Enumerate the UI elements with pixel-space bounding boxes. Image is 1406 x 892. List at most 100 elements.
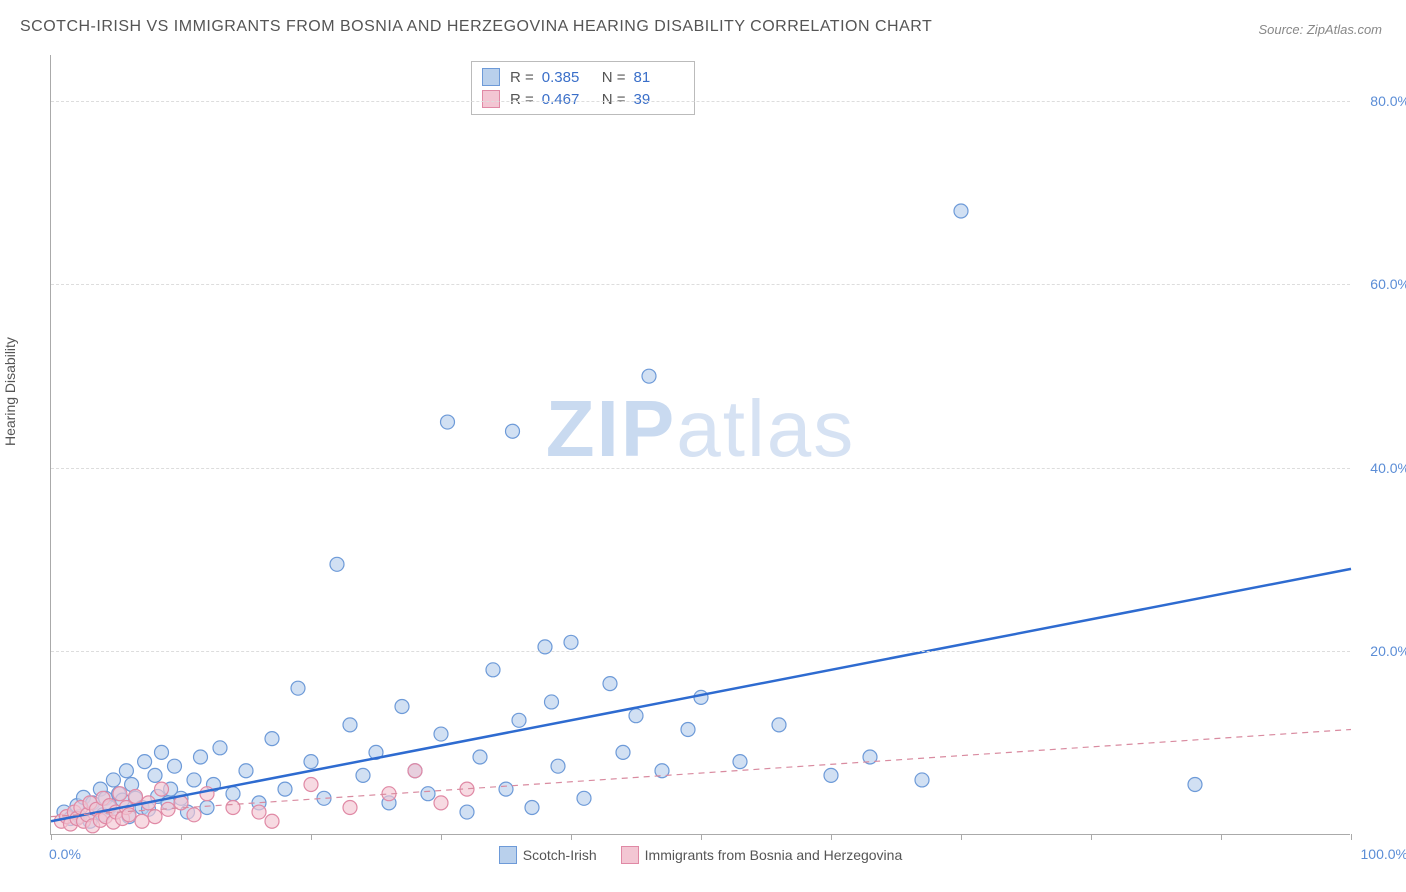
scatter-point — [106, 773, 120, 787]
scatter-point — [278, 782, 292, 796]
trend-line — [51, 569, 1351, 821]
scatter-point — [304, 778, 318, 792]
scatter-point — [642, 369, 656, 383]
scatter-point — [460, 805, 474, 819]
scatter-point — [545, 695, 559, 709]
scatter-point — [226, 800, 240, 814]
scatter-point — [138, 755, 152, 769]
x-tick — [1091, 834, 1092, 840]
scatter-point — [733, 755, 747, 769]
scatter-point — [577, 791, 591, 805]
scatter-point — [122, 808, 136, 822]
legend-item: Immigrants from Bosnia and Herzegovina — [621, 846, 903, 864]
x-tick — [1351, 834, 1352, 840]
scatter-point — [343, 800, 357, 814]
scatter-point — [239, 764, 253, 778]
scatter-point — [395, 700, 409, 714]
x-tick — [571, 834, 572, 840]
stat-swatch — [482, 90, 500, 108]
scatter-point — [629, 709, 643, 723]
scatter-point — [200, 800, 214, 814]
scatter-point — [1188, 778, 1202, 792]
gridline — [51, 284, 1350, 285]
scatter-point — [135, 814, 149, 828]
scatter-point — [148, 768, 162, 782]
stat-n-label: N = — [602, 91, 626, 108]
scatter-point — [356, 768, 370, 782]
scatter-point — [512, 713, 526, 727]
legend-swatch — [621, 846, 639, 864]
scatter-point — [603, 677, 617, 691]
stat-n-value: 81 — [634, 69, 684, 86]
x-tick — [441, 834, 442, 840]
scatter-point — [226, 787, 240, 801]
scatter-point — [187, 773, 201, 787]
scatter-point — [129, 789, 143, 803]
scatter-point — [525, 800, 539, 814]
legend-label: Immigrants from Bosnia and Herzegovina — [645, 847, 903, 863]
gridline — [51, 651, 1350, 652]
x-tick-right: 100.0% — [1361, 846, 1406, 862]
stat-r-label: R = — [510, 69, 534, 86]
stat-r-label: R = — [510, 91, 534, 108]
scatter-point — [434, 727, 448, 741]
legend-swatch — [499, 846, 517, 864]
legend-label: Scotch-Irish — [523, 847, 597, 863]
x-tick — [181, 834, 182, 840]
source-label: Source: ZipAtlas.com — [1258, 22, 1382, 37]
scatter-point — [772, 718, 786, 732]
stat-swatch — [482, 68, 500, 86]
y-tick-label: 60.0% — [1370, 276, 1406, 292]
scatter-point — [694, 690, 708, 704]
scatter-point — [265, 814, 279, 828]
legend-item: Scotch-Irish — [499, 846, 597, 864]
scatter-point — [291, 681, 305, 695]
x-tick — [1221, 834, 1222, 840]
scatter-point — [265, 732, 279, 746]
plot-area: ZIPatlas R =0.385N =81R =0.467N =39 0.0%… — [50, 55, 1350, 835]
gridline — [51, 468, 1350, 469]
x-tick — [961, 834, 962, 840]
y-tick-label: 40.0% — [1370, 460, 1406, 476]
plot-svg — [51, 55, 1350, 834]
y-tick-label: 20.0% — [1370, 643, 1406, 659]
scatter-point — [434, 796, 448, 810]
scatter-point — [506, 424, 520, 438]
scatter-point — [616, 745, 630, 759]
scatter-point — [681, 722, 695, 736]
scatter-point — [304, 755, 318, 769]
scatter-point — [408, 764, 422, 778]
scatter-point — [954, 204, 968, 218]
gridline — [51, 101, 1350, 102]
scatter-point — [252, 805, 266, 819]
stat-row: R =0.467N =39 — [482, 88, 684, 110]
legend-bottom: Scotch-Irish Immigrants from Bosnia and H… — [51, 846, 1350, 864]
scatter-point — [187, 808, 201, 822]
y-tick-label: 80.0% — [1370, 93, 1406, 109]
scatter-point — [343, 718, 357, 732]
scatter-point — [824, 768, 838, 782]
scatter-point — [915, 773, 929, 787]
scatter-point — [168, 759, 182, 773]
stat-n-label: N = — [602, 69, 626, 86]
scatter-point — [194, 750, 208, 764]
scatter-point — [148, 810, 162, 824]
scatter-point — [486, 663, 500, 677]
scatter-point — [499, 782, 513, 796]
x-tick — [831, 834, 832, 840]
x-tick — [311, 834, 312, 840]
x-tick — [51, 834, 52, 840]
scatter-point — [441, 415, 455, 429]
stat-n-value: 39 — [634, 91, 684, 108]
scatter-point — [564, 635, 578, 649]
y-axis-label: Hearing Disability — [2, 337, 18, 446]
stat-r-value: 0.385 — [542, 69, 592, 86]
scatter-point — [119, 764, 133, 778]
chart-title: SCOTCH-IRISH VS IMMIGRANTS FROM BOSNIA A… — [20, 18, 932, 36]
stats-box: R =0.385N =81R =0.467N =39 — [471, 61, 695, 115]
scatter-point — [113, 787, 127, 801]
scatter-point — [213, 741, 227, 755]
x-tick — [701, 834, 702, 840]
stat-row: R = 0.385 N = 81 — [482, 66, 684, 88]
scatter-point — [421, 787, 435, 801]
